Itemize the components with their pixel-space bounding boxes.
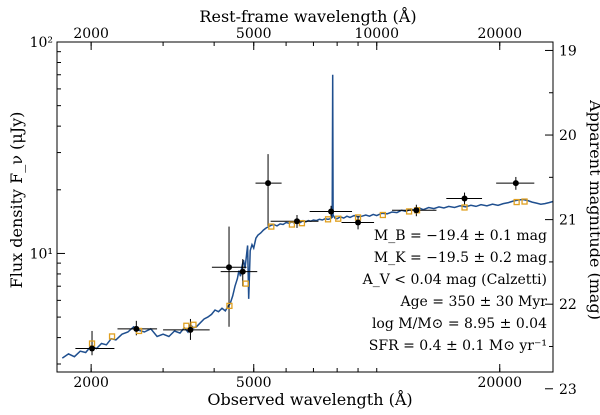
model-photometry-square <box>268 223 275 230</box>
right-tick-label: 21 <box>559 213 577 229</box>
observed-point <box>89 345 96 352</box>
top-axis-label: Rest-frame wavelength (Å) <box>199 6 416 26</box>
top-tick-label: 20000 <box>477 26 522 42</box>
model-photometry-square <box>242 280 249 287</box>
model-photometry-square <box>461 204 468 211</box>
annotation-mb: M_B = −19.4 ± 0.1 mag <box>374 228 547 244</box>
axes-layer <box>56 41 554 373</box>
model-photometry-square <box>288 221 296 228</box>
x-axis-label: Observed wavelength (Å) <box>207 389 412 409</box>
observed-point <box>461 195 468 202</box>
model-photometry-square <box>190 321 197 328</box>
observed-photometry-layer <box>89 180 519 352</box>
model-photometry-square <box>521 198 528 205</box>
annotation-av: A_V < 0.04 mag (Calzetti) <box>362 272 547 288</box>
bottom-tick-label: 2000 <box>73 375 109 391</box>
annotation-sfr: SFR = 0.4 ± 0.1 M⊙ yr⁻¹ <box>369 338 547 354</box>
plot-frame <box>56 41 554 373</box>
left-tick-label: 10¹ <box>30 246 53 262</box>
observed-point <box>293 218 300 225</box>
right-tick-label: 23 <box>559 382 577 398</box>
observed-point <box>328 208 335 215</box>
model-photometry-square <box>513 198 520 206</box>
top-tick-label: 5000 <box>236 26 272 42</box>
top-tick-label: 2000 <box>73 26 109 42</box>
top-tick-label: 10000 <box>354 26 399 42</box>
model-photometry-square <box>335 215 342 222</box>
right-tick-label: 20 <box>559 128 577 144</box>
bottom-tick-label: 5000 <box>236 375 272 391</box>
observed-point <box>239 268 246 275</box>
annotation-mass: log M/M⊙ = 8.95 ± 0.04 <box>372 316 547 332</box>
model-photometry-square <box>379 211 386 219</box>
observed-point <box>413 207 420 214</box>
model-photometry-square <box>226 302 233 310</box>
model-photometry-square <box>298 220 306 227</box>
bottom-tick-label: 20000 <box>477 375 522 391</box>
annotation-age: Age = 350 ± 30 Myr <box>399 294 547 310</box>
model-photometry-square <box>405 208 413 215</box>
y-axis-label: Flux density F_ν (μJy) <box>7 112 26 289</box>
right-tick-label: 22 <box>559 297 577 313</box>
model-photometry-square <box>324 216 332 223</box>
model-photometry-square <box>108 333 116 340</box>
observed-point <box>512 180 519 187</box>
observed-point <box>355 219 362 226</box>
right-tick-label: 19 <box>559 43 577 59</box>
left-tick-label: 10² <box>30 35 53 51</box>
ticks-layer: 2000 5000 20000 2000 5000 10000 20000 10¹ 10² 19 2… <box>30 26 577 398</box>
annotation-mk: M_K = −19.5 ± 0.2 mag <box>374 250 547 266</box>
observed-point <box>187 326 194 333</box>
observed-point <box>133 325 140 332</box>
right-axis-label: Apparent magnitude (mag) <box>586 99 600 320</box>
observed-point <box>265 180 272 187</box>
model-photometry-square <box>183 322 190 329</box>
text-layer: Rest-frame wavelength (Å) Observed wavel… <box>7 6 600 409</box>
observed-point <box>226 264 233 271</box>
